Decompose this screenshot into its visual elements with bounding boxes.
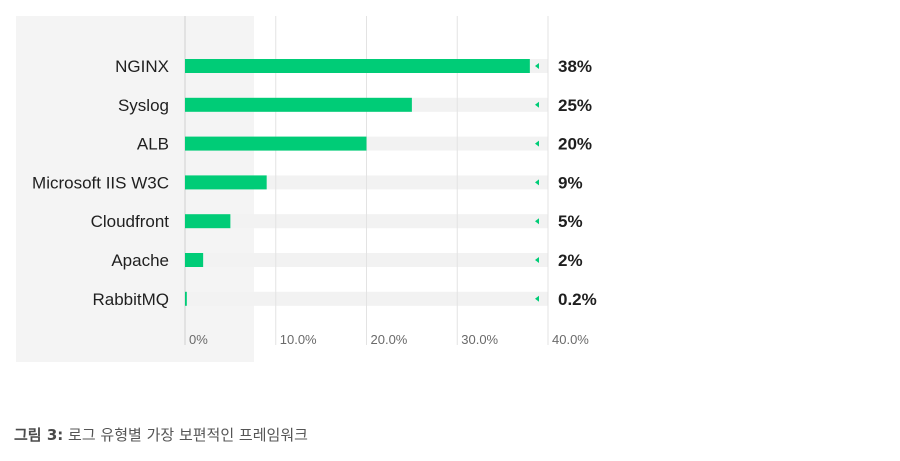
category-label-alb: ALB — [137, 135, 169, 154]
bar-nginx — [185, 59, 530, 73]
marker-cloudfront — [535, 218, 539, 225]
category-label-syslog: Syslog — [118, 96, 169, 115]
bar-syslog — [185, 97, 412, 112]
marker-apache — [535, 257, 539, 263]
bar-chart: NGINX Syslog ALB Microsoft IIS W3C Cloudfron… — [16, 16, 597, 362]
bar-alb — [185, 136, 367, 151]
category-label-nginx: NGINX — [115, 57, 169, 76]
marker-rabbitmq — [535, 295, 539, 302]
x-tick-label-0: 0% — [189, 332, 208, 347]
value-labels: 38% 25% 20% 9% 5% 2% 0.2% — [558, 57, 597, 309]
x-tick-label-2: 20.0% — [371, 332, 408, 347]
category-label-apache: Apache — [111, 251, 169, 270]
x-tick-label-1: 10.0% — [280, 332, 317, 347]
figure-caption: 그림 3: 로그 유형별 가장 보편적인 프레임워크 — [14, 424, 308, 445]
x-tick-label-4: 40.0% — [552, 332, 589, 347]
value-label-alb: 20% — [558, 135, 592, 154]
bars — [185, 59, 530, 306]
value-markers — [535, 63, 539, 302]
marker-nginx — [535, 63, 539, 69]
bar-apache — [185, 253, 204, 267]
value-label-apache: 2% — [558, 251, 583, 270]
category-labels: NGINX Syslog ALB Microsoft IIS W3C Cloudfron… — [32, 57, 169, 309]
bar-cloudfront — [185, 214, 231, 229]
figure-number: 그림 3: — [14, 426, 64, 444]
marker-alb — [535, 140, 539, 147]
category-label-rabbitmq: RabbitMQ — [92, 290, 169, 309]
caption-text: 로그 유형별 가장 보편적인 프레임워크 — [68, 426, 308, 444]
marker-microsoft-iis-w3c — [535, 179, 539, 186]
x-tick-label-3: 30.0% — [461, 332, 498, 347]
x-axis-ticks: 0% 10.0% 20.0% 30.0% 40.0% — [189, 332, 589, 347]
bar-microsoft-iis-w3c — [185, 175, 267, 190]
category-label-microsoft-iis-w3c: Microsoft IIS W3C — [32, 173, 169, 192]
value-label-microsoft-iis-w3c: 9% — [558, 173, 583, 192]
value-label-rabbitmq: 0.2% — [558, 290, 597, 309]
value-label-syslog: 25% — [558, 96, 592, 115]
bar-rabbitmq — [185, 291, 187, 306]
category-label-cloudfront: Cloudfront — [91, 212, 170, 231]
value-label-nginx: 38% — [558, 57, 592, 76]
marker-syslog — [535, 101, 539, 108]
value-label-cloudfront: 5% — [558, 212, 583, 231]
